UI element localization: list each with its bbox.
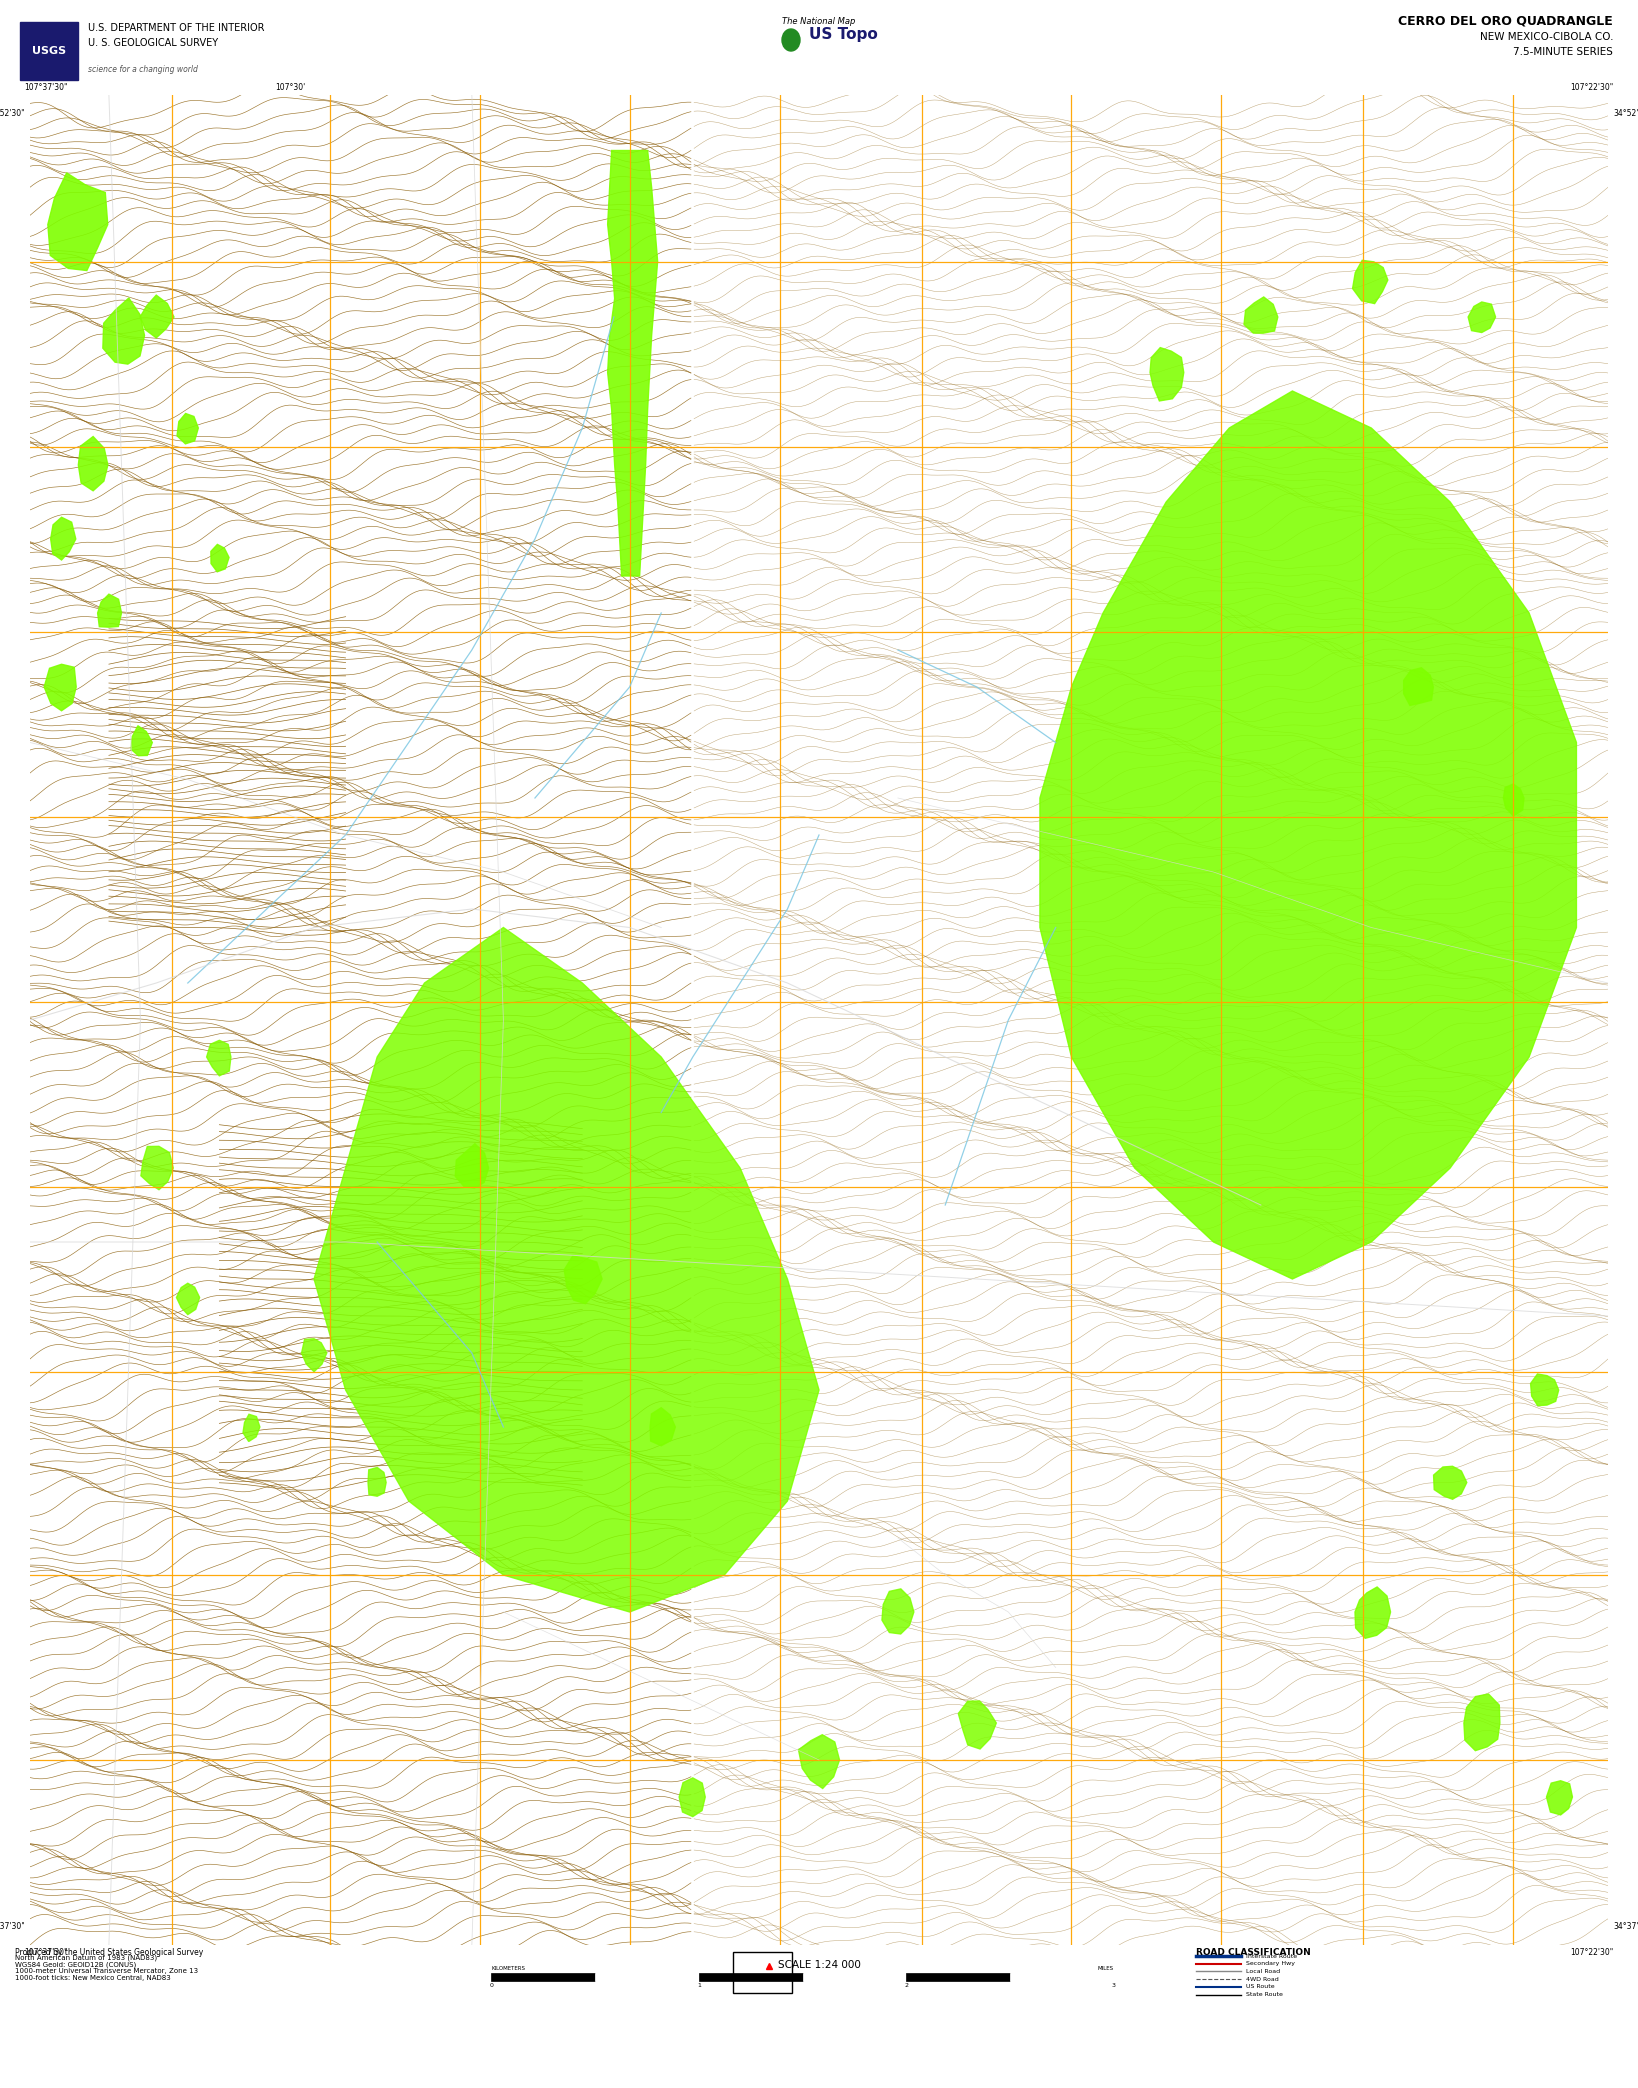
Text: The National Map: The National Map xyxy=(783,17,855,25)
Text: US Topo: US Topo xyxy=(809,27,878,42)
Polygon shape xyxy=(98,595,121,626)
Text: 107°22'30": 107°22'30" xyxy=(1571,1948,1613,1956)
Text: ROAD CLASSIFICATION: ROAD CLASSIFICATION xyxy=(1196,1948,1310,1956)
Text: 1000-foot ticks: New Mexico Central, NAD83: 1000-foot ticks: New Mexico Central, NAD… xyxy=(15,1975,170,1982)
Text: 7.5-MINUTE SERIES: 7.5-MINUTE SERIES xyxy=(1514,48,1613,56)
Polygon shape xyxy=(242,1414,260,1441)
Polygon shape xyxy=(1150,347,1184,401)
Polygon shape xyxy=(44,664,77,710)
Text: CERRO DEL ORO QUADRANGLE: CERRO DEL ORO QUADRANGLE xyxy=(1399,15,1613,27)
Text: 1000-meter Universal Transverse Mercator, Zone 13: 1000-meter Universal Transverse Mercator… xyxy=(15,1969,198,1973)
Polygon shape xyxy=(141,1146,174,1190)
Polygon shape xyxy=(79,436,108,491)
Polygon shape xyxy=(881,1589,914,1635)
Text: 34°37'30": 34°37'30" xyxy=(1613,1921,1638,1931)
Polygon shape xyxy=(1530,1374,1559,1405)
Polygon shape xyxy=(131,727,152,756)
Bar xyxy=(1011,1973,1114,1982)
Polygon shape xyxy=(650,1407,675,1445)
Polygon shape xyxy=(206,1040,231,1075)
Text: U. S. GEOLOGICAL SURVEY: U. S. GEOLOGICAL SURVEY xyxy=(88,38,218,48)
Text: Interstate Route: Interstate Route xyxy=(1247,1954,1297,1959)
Text: USGS: USGS xyxy=(31,46,66,56)
Text: Secondary Hwy: Secondary Hwy xyxy=(1247,1961,1294,1967)
Text: 3: 3 xyxy=(1112,1984,1115,1988)
Bar xyxy=(20,23,79,79)
Polygon shape xyxy=(369,1468,387,1497)
Polygon shape xyxy=(563,1255,603,1303)
Polygon shape xyxy=(1243,296,1278,334)
Polygon shape xyxy=(1353,261,1387,303)
Polygon shape xyxy=(1404,668,1433,706)
Text: 107°30': 107°30' xyxy=(275,84,306,92)
Text: 34°52'30": 34°52'30" xyxy=(0,109,25,119)
Ellipse shape xyxy=(781,29,799,50)
Bar xyxy=(595,1973,699,1982)
Polygon shape xyxy=(314,927,819,1612)
Polygon shape xyxy=(1504,783,1523,816)
Polygon shape xyxy=(103,299,144,363)
Text: North American Datum of 1983 (NAD83): North American Datum of 1983 (NAD83) xyxy=(15,1954,157,1961)
Text: Produced by the United States Geological Survey: Produced by the United States Geological… xyxy=(15,1948,203,1956)
Polygon shape xyxy=(141,294,174,338)
Text: KILOMETERS: KILOMETERS xyxy=(491,1967,526,1971)
Polygon shape xyxy=(608,150,657,576)
Text: MILES: MILES xyxy=(1097,1967,1114,1971)
Polygon shape xyxy=(455,1144,488,1188)
Text: 107°37'30": 107°37'30" xyxy=(25,84,67,92)
Text: U.S. DEPARTMENT OF THE INTERIOR: U.S. DEPARTMENT OF THE INTERIOR xyxy=(88,23,264,33)
Text: State Route: State Route xyxy=(1247,1992,1283,1996)
Text: 0: 0 xyxy=(490,1984,493,1988)
Text: 1: 1 xyxy=(696,1984,701,1988)
Text: SCALE 1:24 000: SCALE 1:24 000 xyxy=(778,1961,860,1971)
Text: WGS84 Geoid: GEOID12B (CONUS): WGS84 Geoid: GEOID12B (CONUS) xyxy=(15,1961,136,1969)
Polygon shape xyxy=(1468,303,1495,332)
Bar xyxy=(491,1973,595,1982)
Polygon shape xyxy=(1355,1587,1391,1639)
Polygon shape xyxy=(177,1284,200,1315)
Polygon shape xyxy=(798,1735,840,1789)
Text: 4WD Road: 4WD Road xyxy=(1247,1977,1279,1982)
Text: 107°22'30": 107°22'30" xyxy=(1571,84,1613,92)
Bar xyxy=(699,1973,803,1982)
Bar xyxy=(906,1973,1011,1982)
Polygon shape xyxy=(1433,1466,1466,1499)
Polygon shape xyxy=(48,173,108,271)
Text: science for a changing world: science for a changing world xyxy=(88,65,198,73)
Polygon shape xyxy=(1464,1693,1500,1750)
Text: Local Road: Local Road xyxy=(1247,1969,1279,1973)
Bar xyxy=(803,1973,906,1982)
Text: 34°52'30": 34°52'30" xyxy=(1613,109,1638,119)
Polygon shape xyxy=(51,518,75,560)
Polygon shape xyxy=(680,1777,706,1817)
Text: NEW MEXICO-CIBOLA CO.: NEW MEXICO-CIBOLA CO. xyxy=(1479,31,1613,42)
Polygon shape xyxy=(1546,1781,1572,1814)
Polygon shape xyxy=(958,1702,996,1750)
Polygon shape xyxy=(177,413,198,445)
Polygon shape xyxy=(1040,390,1576,1280)
Text: US Route: US Route xyxy=(1247,1984,1274,1990)
Text: 2: 2 xyxy=(904,1984,909,1988)
Text: 34°37'30": 34°37'30" xyxy=(0,1921,25,1931)
Polygon shape xyxy=(211,545,229,572)
Polygon shape xyxy=(301,1338,326,1372)
Text: 107°37'30": 107°37'30" xyxy=(25,1948,67,1956)
